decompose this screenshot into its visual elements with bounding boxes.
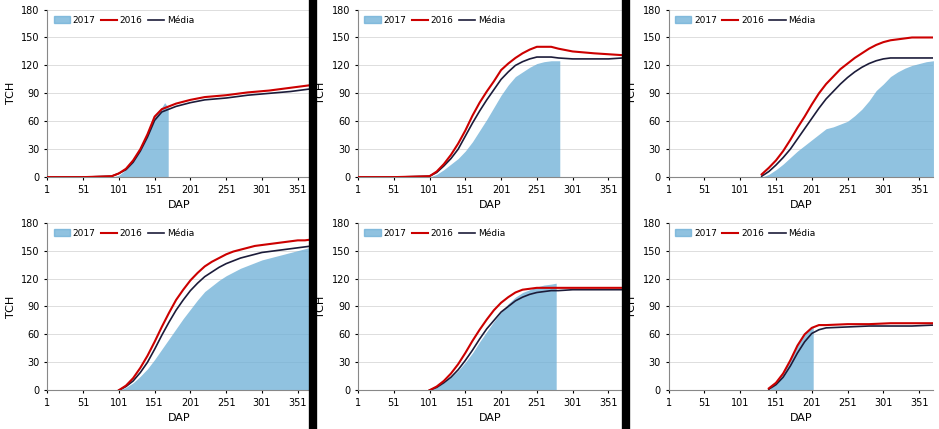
Y-axis label: TCH: TCH — [627, 82, 637, 105]
Y-axis label: TCH: TCH — [316, 295, 326, 317]
X-axis label: DAP: DAP — [790, 200, 812, 210]
Legend: 2017, 2016, Média: 2017, 2016, Média — [52, 14, 196, 27]
X-axis label: DAP: DAP — [168, 200, 191, 210]
Legend: 2017, 2016, Média: 2017, 2016, Média — [362, 14, 507, 27]
X-axis label: DAP: DAP — [479, 414, 501, 423]
X-axis label: DAP: DAP — [168, 414, 191, 423]
Legend: 2017, 2016, Média: 2017, 2016, Média — [673, 14, 818, 27]
Legend: 2017, 2016, Média: 2017, 2016, Média — [362, 227, 507, 240]
Legend: 2017, 2016, Média: 2017, 2016, Média — [673, 227, 818, 240]
Y-axis label: TCH: TCH — [316, 82, 326, 105]
X-axis label: DAP: DAP — [479, 200, 501, 210]
X-axis label: DAP: DAP — [790, 414, 812, 423]
Legend: 2017, 2016, Média: 2017, 2016, Média — [52, 227, 196, 240]
Y-axis label: TCH: TCH — [6, 295, 16, 317]
Y-axis label: TCH: TCH — [627, 295, 637, 317]
Y-axis label: TCH: TCH — [6, 82, 16, 105]
